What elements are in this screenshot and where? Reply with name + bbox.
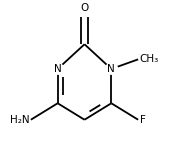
Text: N: N — [107, 64, 115, 74]
Text: H₂N: H₂N — [10, 115, 29, 125]
Text: CH₃: CH₃ — [140, 54, 159, 64]
Circle shape — [105, 64, 118, 74]
Text: F: F — [140, 115, 146, 125]
Text: O: O — [80, 3, 89, 13]
Circle shape — [51, 64, 64, 74]
Text: N: N — [54, 64, 62, 74]
